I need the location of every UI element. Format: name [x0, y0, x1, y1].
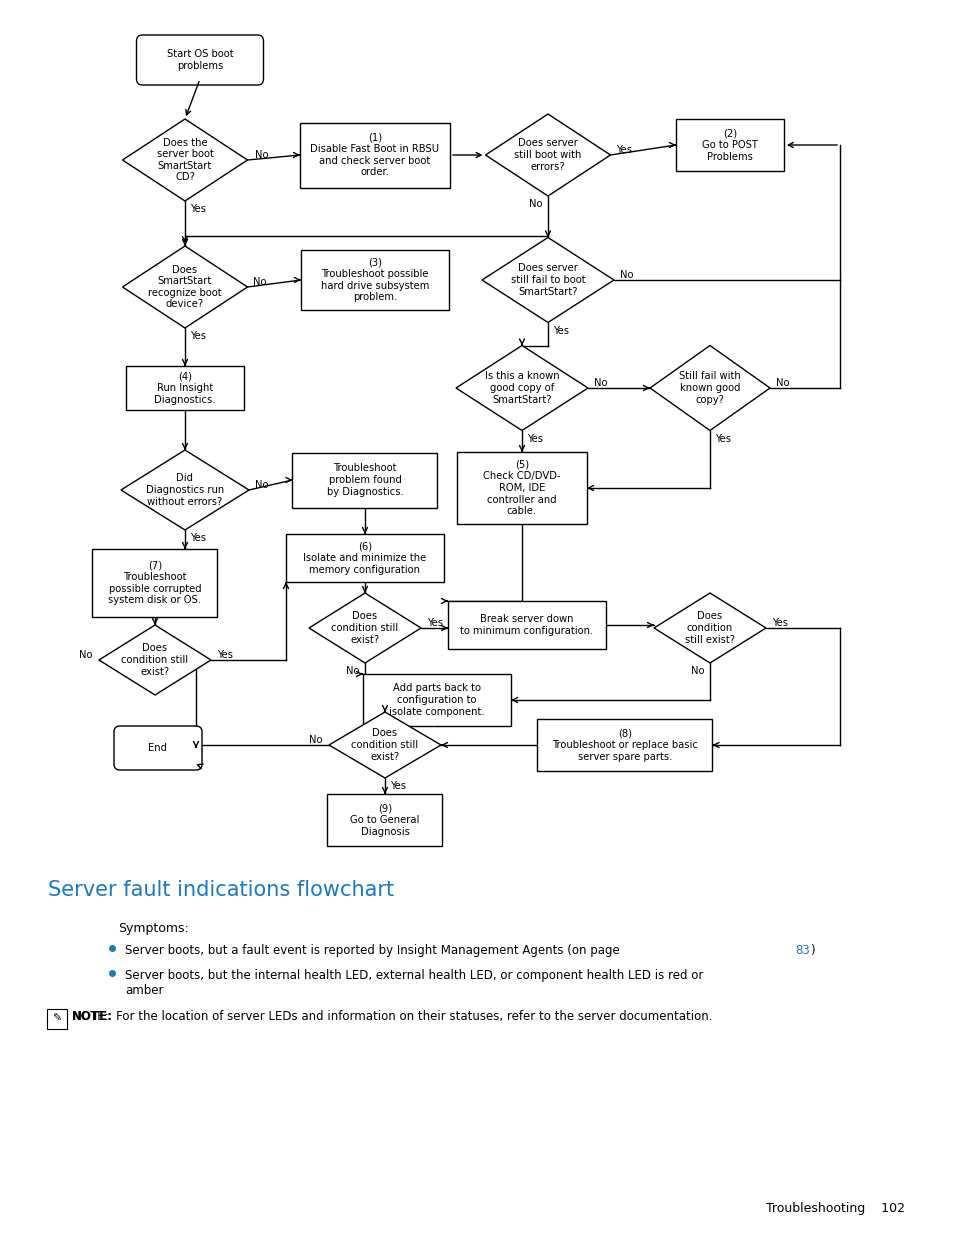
Text: (5)
Check CD/DVD-
ROM, IDE
controller and
cable.: (5) Check CD/DVD- ROM, IDE controller an…	[482, 459, 560, 516]
FancyBboxPatch shape	[47, 1009, 67, 1029]
FancyBboxPatch shape	[363, 674, 511, 726]
Polygon shape	[481, 237, 614, 322]
Text: Yes: Yes	[190, 331, 206, 341]
FancyBboxPatch shape	[126, 366, 244, 410]
Text: (8)
Troubleshoot or replace basic
server spare parts.: (8) Troubleshoot or replace basic server…	[552, 729, 698, 762]
Text: Does
condition still
exist?: Does condition still exist?	[121, 643, 189, 677]
Text: No: No	[346, 666, 359, 676]
Text: Still fail with
known good
copy?: Still fail with known good copy?	[679, 372, 740, 405]
Text: Yes: Yes	[216, 650, 233, 659]
Text: (4)
Run Insight
Diagnostics.: (4) Run Insight Diagnostics.	[154, 372, 215, 405]
FancyBboxPatch shape	[299, 122, 450, 188]
Text: No: No	[691, 666, 704, 676]
Text: (1)
Disable Fast Boot in RBSU
and check server boot
order.: (1) Disable Fast Boot in RBSU and check …	[310, 132, 439, 178]
Text: Does
condition still
exist?: Does condition still exist?	[351, 729, 418, 762]
Text: Yes: Yes	[616, 144, 632, 156]
Text: (3)
Troubleshoot possible
hard drive subsystem
problem.: (3) Troubleshoot possible hard drive sub…	[320, 258, 429, 303]
FancyBboxPatch shape	[327, 794, 442, 846]
Text: No: No	[619, 270, 633, 280]
Text: Did
Diagnostics run
without errors?: Did Diagnostics run without errors?	[146, 473, 224, 506]
Text: Server boots, but a fault event is reported by Insight Management Agents (on pag: Server boots, but a fault event is repor…	[125, 944, 623, 957]
Polygon shape	[456, 346, 587, 431]
Polygon shape	[649, 346, 769, 431]
Polygon shape	[329, 713, 440, 778]
FancyBboxPatch shape	[293, 452, 437, 508]
Text: No: No	[79, 650, 92, 659]
FancyBboxPatch shape	[113, 726, 202, 769]
Text: Symptoms:: Symptoms:	[118, 923, 189, 935]
Text: Does
SmartStart
recognize boot
device?: Does SmartStart recognize boot device?	[148, 264, 222, 310]
Text: No: No	[309, 735, 323, 745]
Polygon shape	[122, 246, 247, 329]
Text: Is this a known
good copy of
SmartStart?: Is this a known good copy of SmartStart?	[484, 372, 558, 405]
Text: Add parts back to
configuration to
isolate component.: Add parts back to configuration to isola…	[389, 683, 484, 716]
Polygon shape	[122, 119, 247, 201]
Text: No: No	[254, 480, 268, 490]
Text: Yes: Yes	[714, 433, 730, 443]
Text: No: No	[529, 199, 542, 209]
Text: Start OS boot
problems: Start OS boot problems	[167, 49, 233, 70]
FancyBboxPatch shape	[676, 119, 783, 170]
Text: NOTE:  For the location of server LEDs and information on their statuses, refer : NOTE: For the location of server LEDs an…	[71, 1010, 712, 1023]
Text: Troubleshoot
problem found
by Diagnostics.: Troubleshoot problem found by Diagnostic…	[326, 463, 403, 496]
Text: No: No	[255, 149, 269, 161]
FancyBboxPatch shape	[301, 249, 449, 310]
FancyBboxPatch shape	[286, 534, 443, 582]
Text: ): )	[809, 944, 814, 957]
Text: (7)
Troubleshoot
possible corrupted
system disk or OS.: (7) Troubleshoot possible corrupted syst…	[109, 561, 201, 605]
Text: No: No	[775, 378, 789, 388]
FancyBboxPatch shape	[448, 601, 605, 650]
Text: Server boots, but the internal health LED, external health LED, or component hea: Server boots, but the internal health LE…	[125, 969, 702, 997]
Text: Yes: Yes	[771, 618, 787, 629]
Text: Break server down
to minimum configuration.: Break server down to minimum configurati…	[460, 614, 593, 636]
Text: Does the
server boot
SmartStart
CD?: Does the server boot SmartStart CD?	[156, 137, 213, 183]
Text: NOTE:: NOTE:	[71, 1010, 112, 1023]
Text: Does
condition still
exist?: Does condition still exist?	[331, 611, 398, 645]
Polygon shape	[309, 593, 420, 663]
Text: Server fault indications flowchart: Server fault indications flowchart	[48, 881, 394, 900]
Text: Yes: Yes	[427, 618, 442, 629]
Text: Yes: Yes	[390, 781, 406, 790]
Text: No: No	[594, 378, 607, 388]
Text: (9)
Go to General
Diagnosis: (9) Go to General Diagnosis	[350, 804, 419, 836]
Text: Does
condition
still exist?: Does condition still exist?	[684, 611, 734, 645]
Text: End: End	[149, 743, 168, 753]
Text: (2)
Go to POST
Problems: (2) Go to POST Problems	[701, 128, 757, 162]
Text: (6)
Isolate and minimize the
memory configuration: (6) Isolate and minimize the memory conf…	[303, 541, 426, 574]
Text: No: No	[253, 277, 267, 287]
Polygon shape	[485, 114, 610, 196]
Polygon shape	[99, 625, 211, 695]
Text: Yes: Yes	[190, 534, 206, 543]
Text: Does server
still fail to boot
SmartStart?: Does server still fail to boot SmartStar…	[510, 263, 585, 296]
FancyBboxPatch shape	[136, 35, 263, 85]
Text: Does server
still boot with
errors?: Does server still boot with errors?	[514, 138, 581, 172]
Text: Troubleshooting    102: Troubleshooting 102	[765, 1202, 904, 1215]
Polygon shape	[654, 593, 765, 663]
Text: 83: 83	[794, 944, 809, 957]
Polygon shape	[121, 450, 249, 530]
Text: Yes: Yes	[526, 433, 542, 443]
Text: ✎: ✎	[52, 1014, 62, 1024]
FancyBboxPatch shape	[456, 452, 586, 524]
FancyBboxPatch shape	[537, 719, 712, 771]
Text: Yes: Yes	[190, 204, 206, 214]
Text: Yes: Yes	[553, 326, 568, 336]
FancyBboxPatch shape	[92, 550, 217, 618]
